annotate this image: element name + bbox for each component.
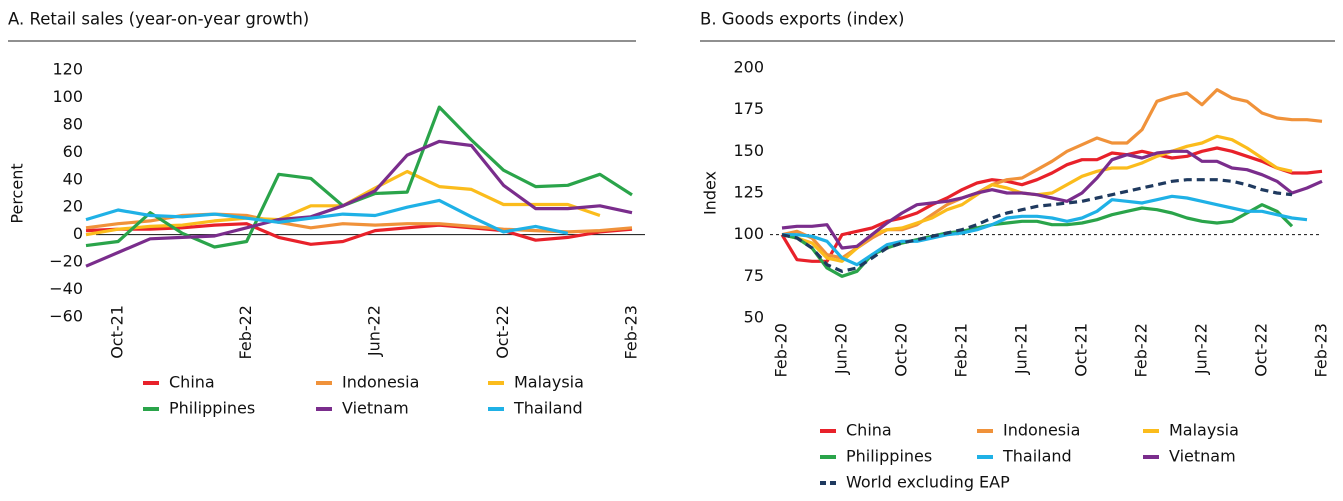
y-tick-label: 40 bbox=[63, 169, 83, 188]
series-line bbox=[782, 194, 1308, 267]
legend-label: Malaysia bbox=[514, 373, 584, 392]
legend-label: World excluding EAP bbox=[846, 473, 1010, 492]
y-tick-label: 80 bbox=[63, 114, 83, 133]
chart-title: A. Retail sales (year-on-year growth) bbox=[8, 10, 309, 29]
series-line bbox=[781, 134, 1293, 263]
x-tick-label: Oct-22 bbox=[1252, 323, 1271, 377]
y-tick-label: 75 bbox=[744, 266, 764, 285]
x-tick-label: Oct-21 bbox=[108, 305, 127, 359]
y-tick-label: −60 bbox=[49, 307, 83, 326]
y-tick-label: 100 bbox=[733, 224, 764, 243]
y-axis-label: Percent bbox=[8, 163, 27, 223]
y-tick-label: −20 bbox=[49, 252, 83, 271]
x-tick-label: Jun-22 bbox=[1192, 323, 1211, 375]
series-line bbox=[781, 178, 1293, 273]
y-tick-label: 0 bbox=[73, 224, 83, 243]
x-tick-label: Feb-23 bbox=[622, 305, 641, 359]
y-tick-label: 20 bbox=[63, 197, 83, 216]
x-tick-label: Feb-20 bbox=[772, 323, 791, 377]
legend-label: China bbox=[169, 373, 215, 392]
legend-label: Philippines bbox=[846, 447, 932, 466]
y-tick-label: 60 bbox=[63, 142, 83, 161]
x-tick-label: Feb-23 bbox=[1312, 323, 1331, 377]
y-axis-label: Index bbox=[701, 171, 720, 215]
y-tick-label: 150 bbox=[733, 141, 764, 160]
legend-label: Philippines bbox=[169, 399, 255, 418]
y-tick-label: 100 bbox=[52, 87, 83, 106]
y-tick-label: 175 bbox=[733, 99, 764, 118]
legend-label: Indonesia bbox=[1003, 421, 1080, 440]
x-tick-label: Jun-21 bbox=[1012, 323, 1031, 375]
series-line bbox=[781, 88, 1323, 260]
series-line bbox=[781, 203, 1294, 278]
x-tick-label: Feb-21 bbox=[952, 323, 971, 377]
series-line bbox=[781, 149, 1323, 250]
x-tick-label: Oct-20 bbox=[892, 323, 911, 377]
chart-title: B. Goods exports (index) bbox=[700, 10, 904, 29]
y-tick-label: −40 bbox=[49, 279, 83, 298]
legend-label: Malaysia bbox=[1169, 421, 1239, 440]
y-tick-label: 125 bbox=[733, 183, 764, 202]
series-line bbox=[85, 139, 633, 268]
legend-label: Vietnam bbox=[1169, 447, 1236, 466]
x-tick-label: Jun-22 bbox=[365, 305, 384, 357]
x-tick-label: Feb-22 bbox=[236, 305, 255, 359]
legend-label: China bbox=[846, 421, 892, 440]
series-line bbox=[85, 198, 569, 235]
y-tick-label: 120 bbox=[52, 60, 83, 79]
legend-label: Thailand bbox=[513, 399, 583, 418]
legend-label: Indonesia bbox=[342, 373, 419, 392]
x-tick-label: Jun-20 bbox=[832, 323, 851, 375]
y-tick-label: 200 bbox=[733, 58, 764, 77]
legend-label: Thailand bbox=[1002, 447, 1072, 466]
x-tick-label: Oct-22 bbox=[493, 305, 512, 359]
x-tick-label: Oct-21 bbox=[1072, 323, 1091, 377]
y-tick-label: 50 bbox=[744, 308, 764, 327]
series-line bbox=[780, 146, 1323, 263]
x-tick-label: Feb-22 bbox=[1132, 323, 1151, 377]
legend-label: Vietnam bbox=[342, 399, 409, 418]
